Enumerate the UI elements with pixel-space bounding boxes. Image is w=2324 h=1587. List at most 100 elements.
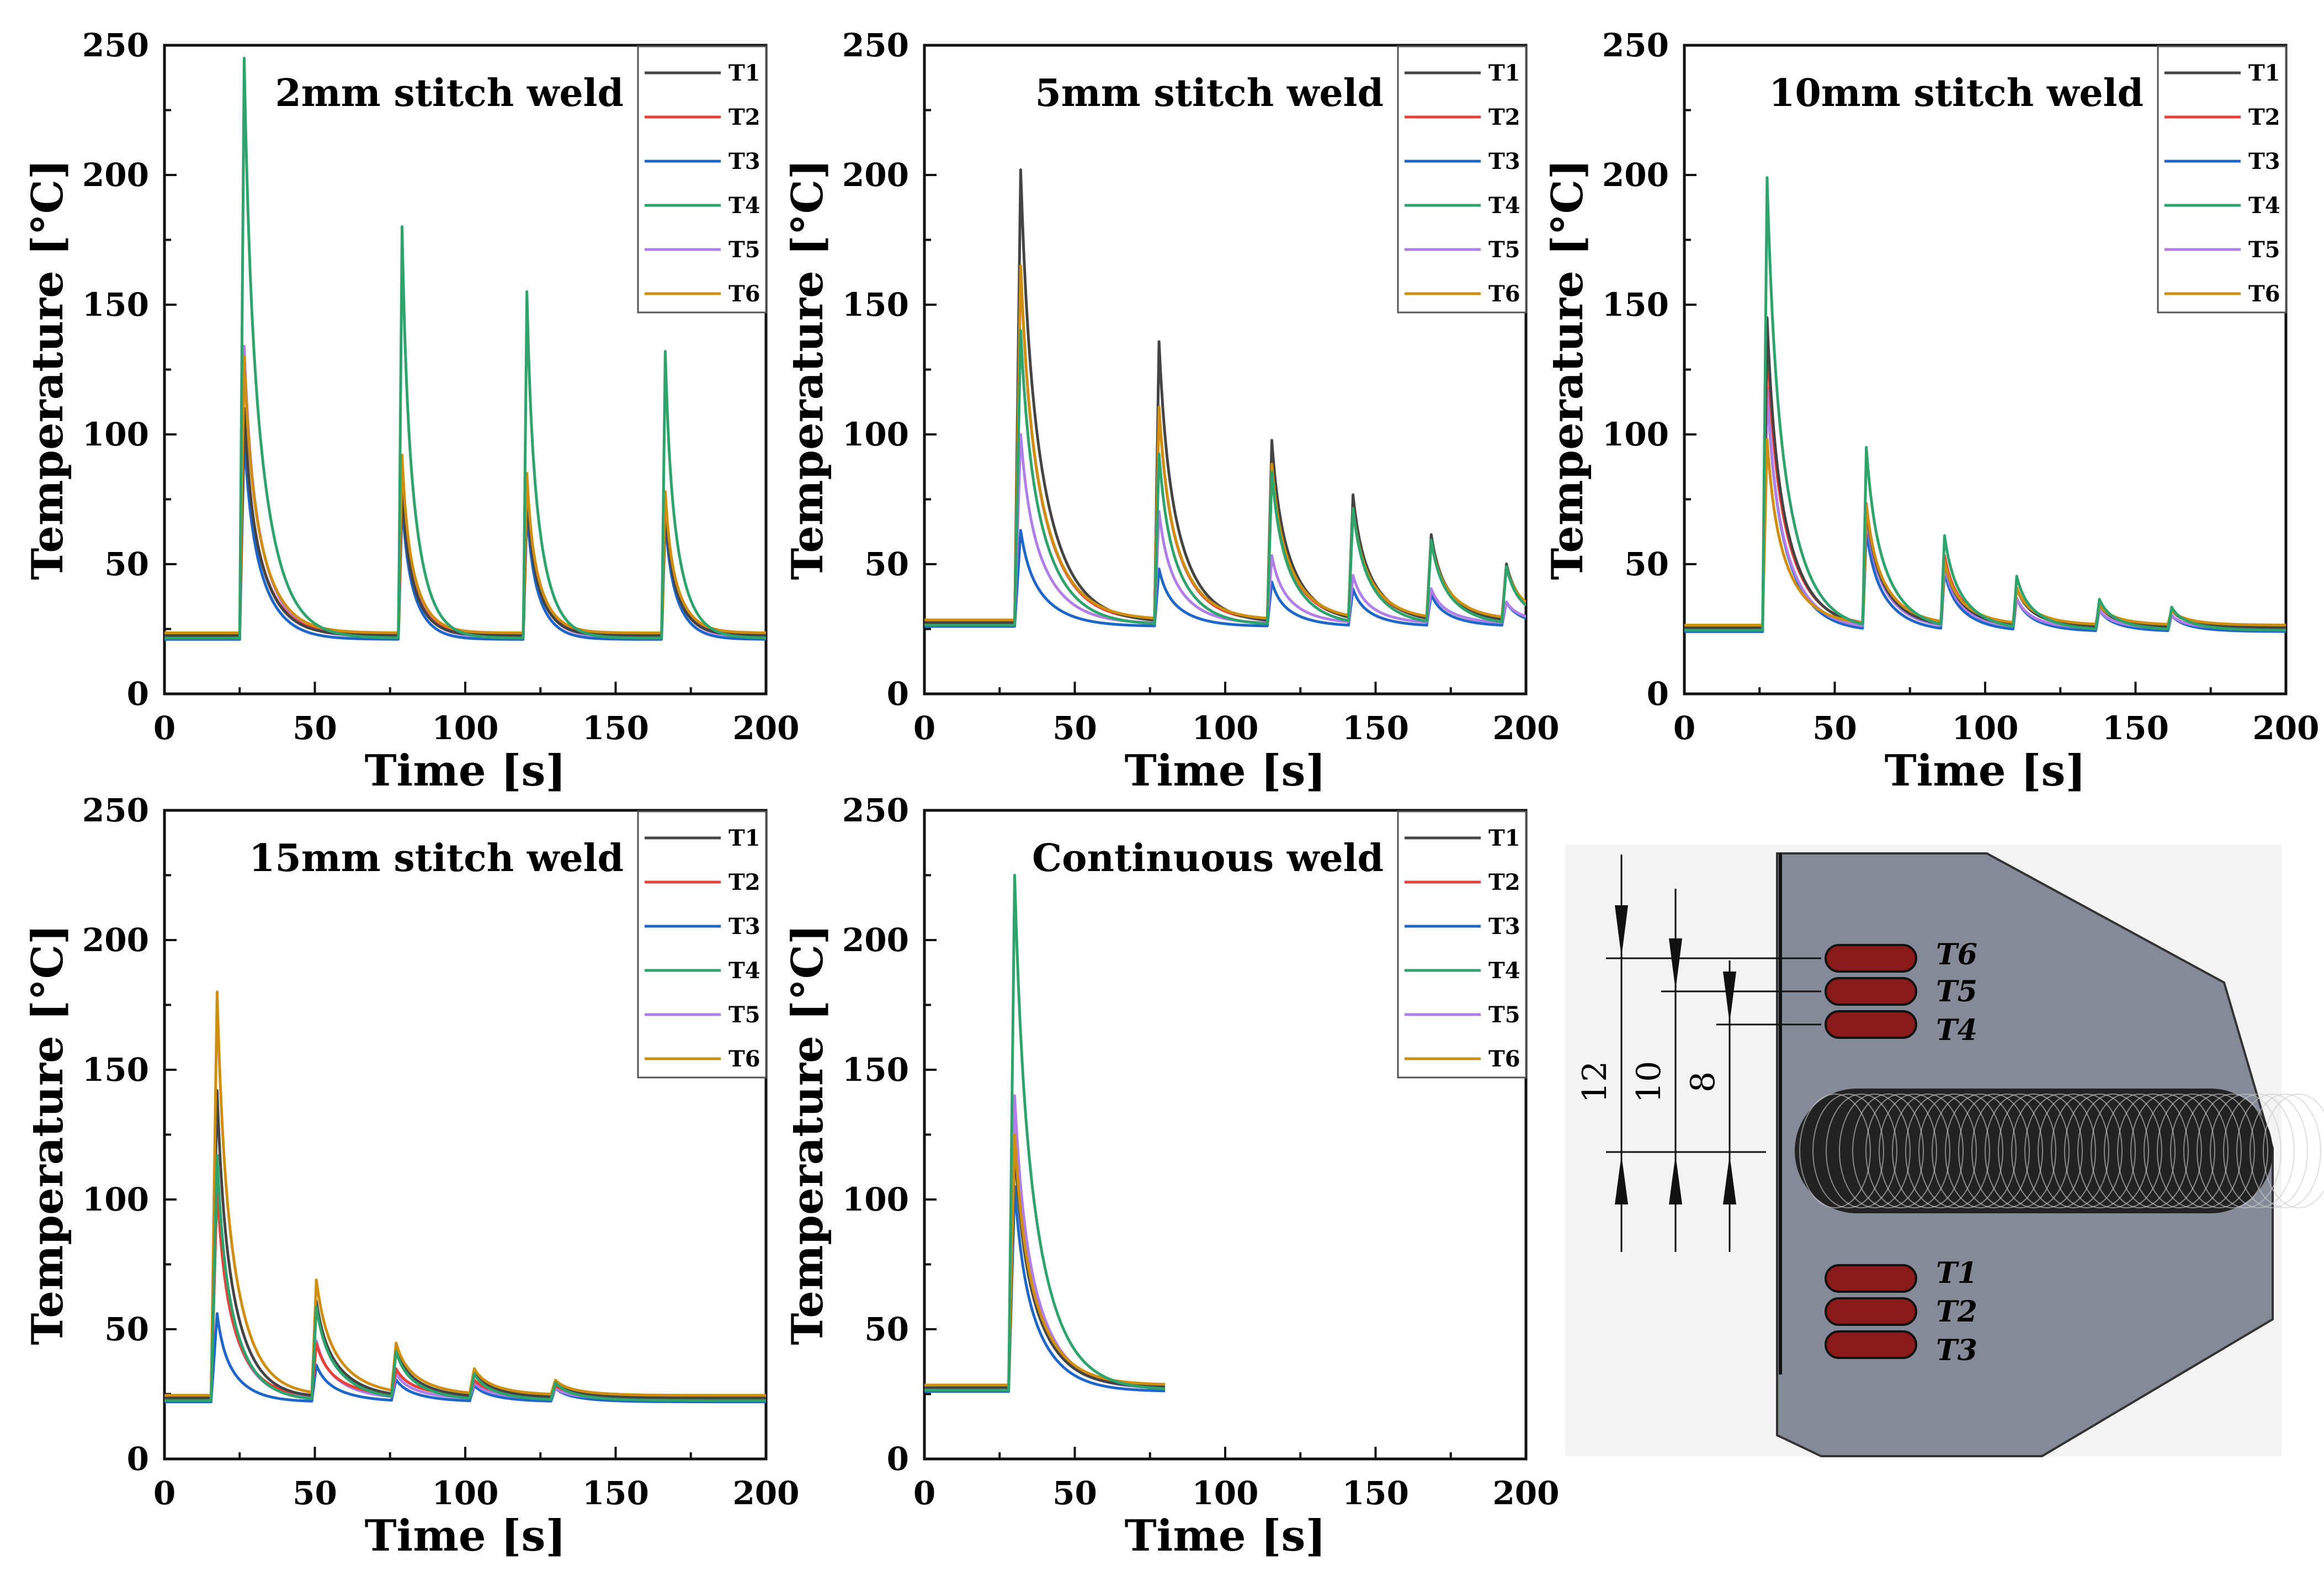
x-tick-label: 0: [913, 709, 935, 747]
sensor-pad-t6: [1825, 944, 1917, 973]
sensor-t3: T3: [1825, 1330, 1977, 1367]
legend-label-t5: T5: [2248, 237, 2280, 263]
sensor-layout-diagram: T6 T5 T4 T1 T2 T3: [1565, 845, 2324, 1457]
weld-ripple: [2223, 1094, 2295, 1208]
legend-label-t2: T2: [1488, 869, 1520, 895]
weld-ripple: [2077, 1094, 2149, 1208]
weld-ripple: [2236, 1094, 2308, 1208]
arrow-down-12: [1615, 905, 1628, 957]
legend: T1 T2 T3 T4 T5 T6: [637, 45, 767, 314]
y-tick-label: 100: [82, 416, 149, 453]
sensor-label-t1: T1: [1936, 1256, 1977, 1290]
weld-ripple: [1958, 1094, 2030, 1208]
legend-label-t3: T3: [2248, 148, 2280, 174]
y-tick-label: 100: [1602, 416, 1669, 453]
weld-ripple: [1799, 1094, 1871, 1208]
weld-ripple: [1918, 1094, 1990, 1208]
chart-panel-4: 0 50 100 150 200 250 0 50 100 150 200 Time [s] Tempe…: [23, 792, 800, 1561]
weld-ripple: [2051, 1094, 2123, 1208]
weld-ripple: [1932, 1094, 2003, 1208]
weld-ripple: [2144, 1094, 2215, 1208]
legend-label-t5: T5: [728, 237, 761, 263]
y-tick-label: 150: [82, 1051, 149, 1089]
weld-ripple: [1945, 1094, 2017, 1208]
legend-label-t3: T3: [1488, 914, 1520, 940]
legend-label-t1: T1: [1488, 825, 1520, 851]
y-tick-label: 100: [842, 1181, 909, 1218]
legend-box: [1397, 45, 1527, 314]
sensor-label-t2: T2: [1936, 1295, 1977, 1329]
y-tick-label: 150: [1602, 286, 1669, 323]
weld-ripple: [2104, 1094, 2176, 1208]
sensor-t1: T1: [1825, 1256, 1977, 1293]
weld-ripple: [1998, 1094, 2070, 1208]
weld-ripple: [2263, 1094, 2324, 1208]
chart-panel-1: 0 50 100 150 200 250 0 50 100 150 200 Time [s] Tempe…: [23, 26, 800, 796]
series-line-t4: [924, 874, 1166, 1392]
weld-ripple: [2249, 1094, 2321, 1208]
chart-panel-2: 0 50 100 150 200 250 0 50 100 150 200 Time [s] Tempe…: [783, 26, 1560, 796]
sensor-pad-t4: [1825, 1010, 1917, 1039]
x-tick-label: 150: [2102, 709, 2169, 747]
dim-label-12: 12: [1576, 1061, 1614, 1103]
x-axis-label: Time [s]: [1125, 1511, 1326, 1561]
x-axis-label: Time [s]: [365, 746, 566, 796]
y-tick-label: 0: [887, 1440, 909, 1478]
sensor-pad-t5: [1825, 977, 1917, 1006]
legend-label-t6: T6: [2248, 281, 2280, 307]
x-tick-label: 100: [1192, 709, 1258, 747]
y-tick-label: 250: [82, 26, 149, 64]
chart-panel-5: 0 50 100 150 200 250 0 50 100 150 200 Time [s] Tempe…: [783, 792, 1560, 1561]
x-tick-label: 0: [153, 1474, 176, 1512]
y-tick-label: 0: [887, 675, 909, 713]
x-tick-label: 0: [913, 1474, 935, 1512]
y-tick-label: 100: [842, 416, 909, 453]
legend-box: [2157, 45, 2287, 314]
series-group: [1684, 176, 2286, 633]
weld-ripple: [1971, 1094, 2043, 1208]
legend-label-t2: T2: [728, 869, 761, 895]
x-axis-label: Time [s]: [1125, 746, 1326, 796]
sensor-t5: T5: [1825, 975, 1977, 1009]
sensor-t2: T2: [1825, 1295, 1977, 1329]
charts-area: 0 50 100 150 200 250 0 50 100 150 200 Time [s] Tempe…: [23, 26, 2320, 1561]
legend: T1 T2 T3 T4 T5 T6: [637, 810, 767, 1079]
weld-ripple: [1826, 1094, 1897, 1208]
chart-panel-3: 0 50 100 150 200 250 0 50 100 150 200 Time [s] Tempe…: [1543, 26, 2320, 796]
sensor-label-t6: T6: [1936, 938, 1977, 972]
legend-label-t6: T6: [1488, 281, 1520, 307]
series-group: [924, 874, 1166, 1393]
sensor-pad-t2: [1825, 1297, 1917, 1326]
y-axis-label: Temperature [°C]: [783, 924, 833, 1345]
legend: T1 T2 T3 T4 T5 T6: [2157, 45, 2287, 314]
y-axis-label: Temperature [°C]: [23, 924, 73, 1345]
x-tick-label: 50: [293, 709, 337, 747]
legend-label-t3: T3: [728, 148, 761, 174]
weld-ripple: [1812, 1094, 1884, 1208]
legend-label-t4: T4: [728, 193, 761, 219]
x-axis-label: Time [s]: [1885, 746, 2086, 796]
weld-ripple: [2170, 1094, 2242, 1208]
series-group: [164, 57, 766, 641]
x-tick-label: 100: [432, 709, 498, 747]
arrow-up-10: [1669, 1155, 1682, 1204]
x-tick-label: 150: [1342, 709, 1409, 747]
sensor-label-t3: T3: [1936, 1334, 1977, 1367]
y-tick-label: 50: [104, 1310, 149, 1348]
y-tick-label: 200: [82, 156, 149, 194]
weld-ripple: [2038, 1094, 2109, 1208]
x-tick-label: 100: [432, 1474, 498, 1512]
legend: T1 T2 T3 T4 T5 T6: [1397, 810, 1527, 1079]
x-tick-label: 100: [1192, 1474, 1258, 1512]
y-tick-label: 250: [842, 26, 909, 64]
y-axis-label: Temperature [°C]: [23, 159, 73, 580]
weld-ripple: [2024, 1094, 2096, 1208]
x-tick-label: 200: [1492, 1474, 1559, 1512]
y-tick-label: 50: [864, 1310, 909, 1348]
series-line-t4: [1684, 176, 2286, 632]
y-tick-label: 0: [1647, 675, 1669, 713]
weld-ripple: [2064, 1094, 2136, 1208]
legend-label-t4: T4: [2248, 193, 2280, 219]
x-tick-label: 200: [2252, 709, 2319, 747]
weld-ripple: [1879, 1094, 1950, 1208]
